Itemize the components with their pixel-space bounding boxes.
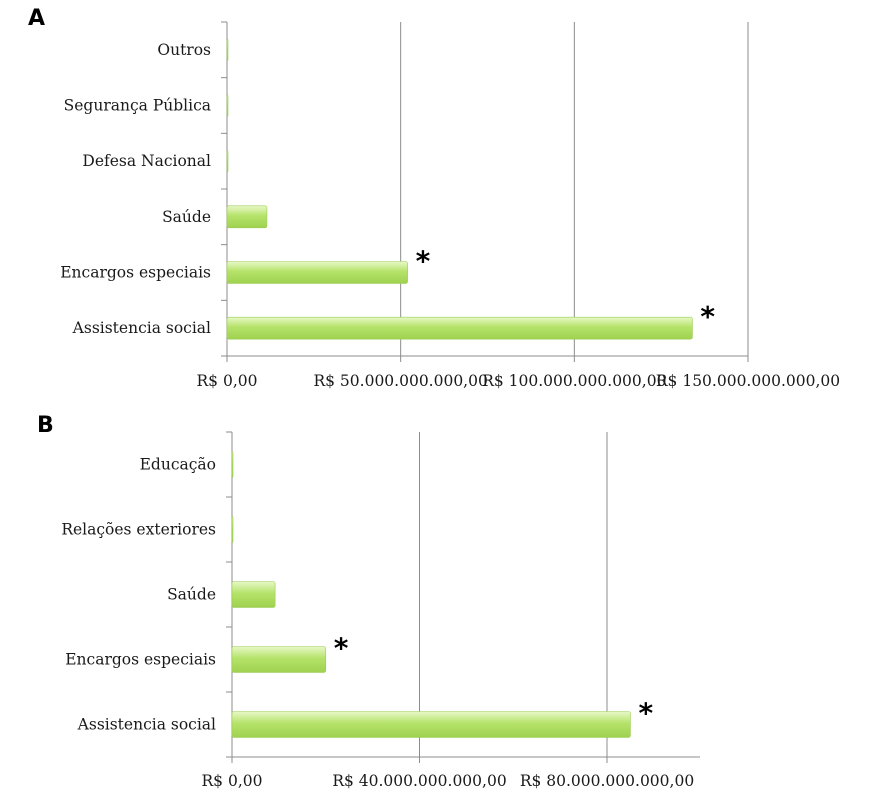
- significance-marker: *: [700, 300, 715, 333]
- bar: [226, 149, 229, 173]
- panel-label-b: B: [37, 413, 54, 438]
- category-label: Saúde: [167, 586, 216, 604]
- category-label: Encargos especiais: [60, 264, 211, 282]
- bar: [231, 451, 234, 478]
- category-label: Saúde: [162, 208, 211, 226]
- x-tick-label: R$ 40.000.000.000,00: [332, 772, 506, 790]
- bar: [231, 581, 276, 608]
- category-label: Segurança Pública: [64, 97, 211, 115]
- bar: [231, 646, 327, 673]
- chart-panel-a: A R$ 0,00 R$ 50.000.000.000,00R$ 100.000.…: [28, 6, 840, 390]
- category-label: Defesa Nacional: [82, 152, 211, 170]
- x-tick-label: R$ 80.000.000.000,00: [520, 772, 694, 790]
- category-label: Assistencia social: [77, 716, 216, 734]
- x-tick-label: R$ 150.000.000.000,00: [656, 372, 840, 390]
- significance-marker: *: [334, 632, 349, 665]
- bar: [226, 316, 693, 340]
- x-tick-label: R$ 50.000.000.000,00: [313, 372, 487, 390]
- chart-panel-b: B R$ 0,00 R$ 40.000.000.000,00 R$ 80.000.0…: [37, 413, 700, 790]
- bar: [226, 261, 408, 284]
- bar: [226, 94, 229, 117]
- panel-label-a: A: [28, 6, 45, 31]
- bar: [231, 711, 631, 738]
- bar: [226, 205, 268, 229]
- bar: [226, 38, 229, 62]
- category-label: Assistencia social: [72, 319, 211, 337]
- x-tick-label: R$ 100.000.000.000,00: [482, 372, 666, 390]
- significance-marker: *: [638, 697, 653, 730]
- x-tick-label: R$ 0,00: [197, 372, 258, 390]
- category-label: Outros: [157, 41, 211, 59]
- x-tick-label: R$ 0,00: [202, 772, 263, 790]
- bar: [231, 516, 234, 543]
- category-label: Encargos especiais: [65, 651, 216, 669]
- significance-marker: *: [416, 245, 431, 278]
- category-label: Educação: [140, 456, 216, 474]
- category-label: Relações exteriores: [61, 521, 216, 539]
